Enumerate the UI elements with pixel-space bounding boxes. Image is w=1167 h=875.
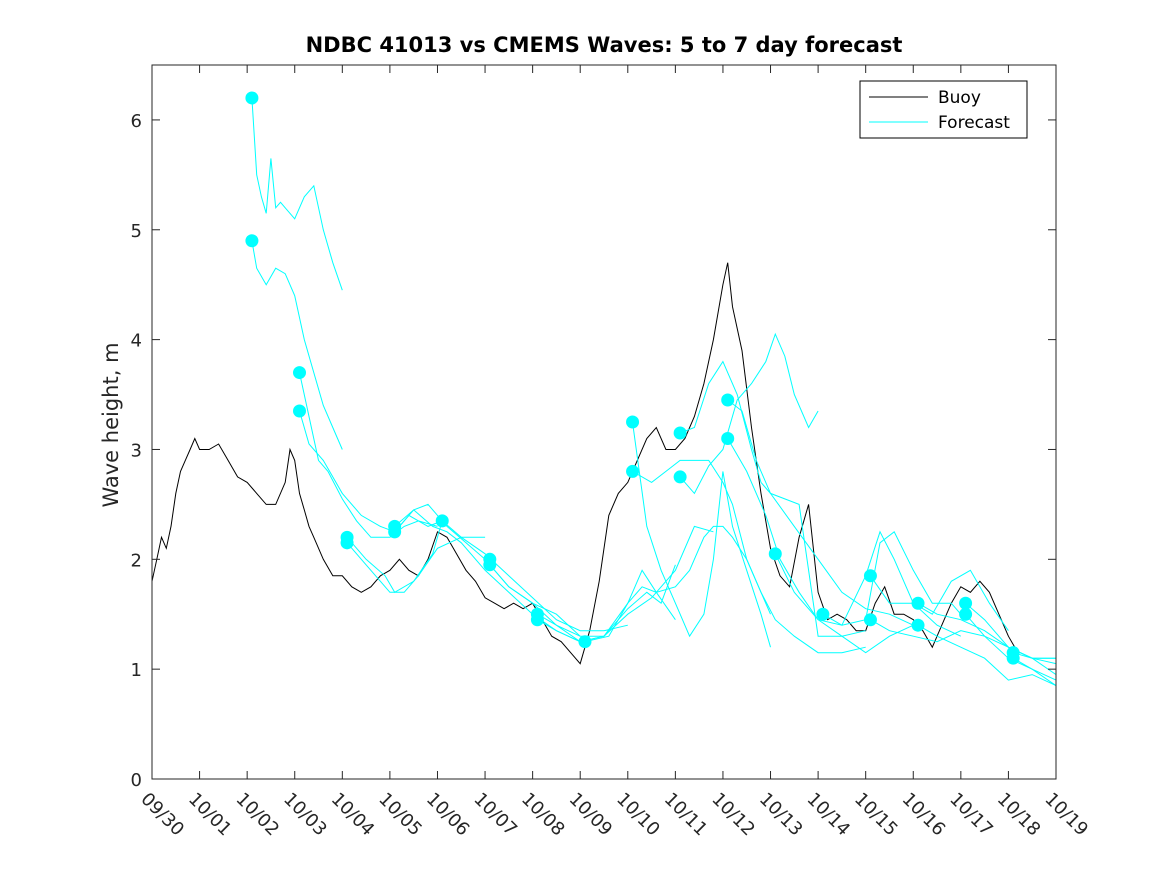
forecast-series-line-20 [822, 531, 962, 626]
forecast-series-line-24 [917, 624, 1056, 687]
forecast-series-line-11 [537, 525, 714, 643]
y-tick-label: 0 [131, 770, 142, 791]
forecast-start-marker [530, 613, 544, 627]
forecast-series-line-9 [489, 564, 676, 637]
forecast-series-line-2 [299, 372, 438, 538]
forecast-start-marker [673, 470, 687, 484]
forecast-series-line-4 [346, 536, 486, 593]
forecast-series-line-13 [632, 421, 771, 648]
y-tick-label: 5 [131, 221, 142, 242]
forecast-series-line-12 [584, 525, 771, 643]
forecast-start-marker [388, 525, 402, 539]
forecast-series-line-16 [679, 332, 819, 495]
forecast-start-marker [292, 366, 306, 380]
forecast-start-marker [626, 464, 640, 478]
forecast-start-marker [959, 596, 973, 610]
forecast-series-line-28 [1012, 657, 1056, 687]
forecast-series-line-3 [299, 410, 443, 533]
y-tick-label: 4 [131, 331, 142, 352]
y-tick-label: 3 [131, 440, 142, 461]
forecast-series-line-18 [727, 438, 914, 654]
forecast-start-marker [863, 613, 877, 627]
forecast-series-line-8 [441, 520, 628, 632]
forecast-start-marker [292, 404, 306, 418]
forecast-start-marker [673, 426, 687, 440]
legend-buoy-label: Buoy [938, 88, 981, 108]
forecast-start-marker [721, 431, 735, 445]
chart-title: NDBC 41013 vs CMEMS Waves: 5 to 7 day fo… [306, 33, 903, 57]
forecast-series-line-15 [679, 360, 866, 637]
forecast-start-marker [959, 607, 973, 621]
forecast-series-line-1 [251, 240, 343, 450]
forecast-series-line-10 [537, 564, 676, 643]
plot-background [152, 65, 1056, 779]
forecast-start-marker [340, 536, 354, 550]
y-axis-label: Wave height, m [99, 342, 123, 507]
forecast-start-marker [483, 558, 497, 572]
forecast-start-marker [435, 514, 449, 528]
forecast-start-marker [911, 596, 925, 610]
forecast-series-line-21 [869, 569, 1009, 631]
legend: Buoy Forecast [859, 80, 1028, 139]
data-layer [152, 91, 1056, 687]
forecast-series-line-19 [774, 530, 962, 637]
forecast-series-line-17 [727, 399, 914, 626]
y-tick-label: 1 [131, 660, 142, 681]
forecast-start-marker [911, 618, 925, 632]
plot-area: 012345609/3010/0110/0210/0310/0410/0510/… [131, 64, 1092, 840]
legend-forecast-label: Forecast [938, 113, 1010, 133]
forecast-start-marker [245, 91, 259, 105]
forecast-series-line-0 [251, 97, 343, 291]
forecast-start-marker [721, 393, 735, 407]
forecast-start-marker [816, 607, 830, 621]
y-tick-label: 6 [131, 111, 142, 132]
y-tick-label: 2 [131, 550, 142, 571]
forecast-start-marker [245, 234, 259, 248]
forecast-start-marker [1006, 651, 1020, 665]
forecast-start-marker [768, 547, 782, 561]
forecast-start-marker [578, 635, 592, 649]
forecast-series-line-5 [346, 520, 443, 593]
forecast-series-line-27 [1013, 652, 1056, 659]
forecast-series-line-14 [632, 459, 866, 654]
axes-box [151, 64, 1057, 780]
buoy-series-line [152, 262, 1019, 665]
forecast-series-line-6 [394, 509, 581, 643]
forecast-start-marker [626, 415, 640, 429]
legend-box [859, 80, 1028, 139]
forecast-start-marker [863, 569, 877, 583]
